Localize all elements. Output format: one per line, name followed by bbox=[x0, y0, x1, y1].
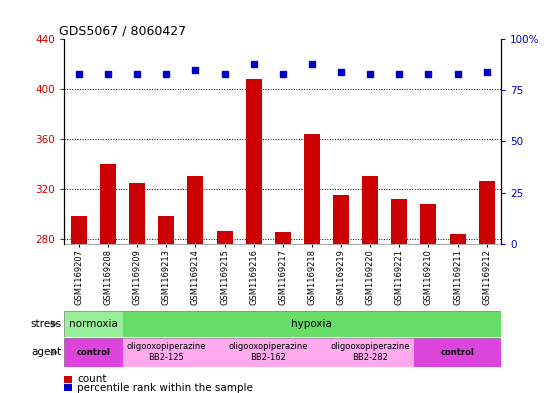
Bar bbox=[304, 134, 320, 393]
Bar bbox=[210, 338, 326, 367]
Text: normoxia: normoxia bbox=[69, 319, 118, 329]
Bar bbox=[414, 338, 501, 367]
Bar bbox=[100, 164, 116, 393]
Text: oligooxopiperazine
BB2-162: oligooxopiperazine BB2-162 bbox=[228, 342, 308, 362]
Text: oligooxopiperazine
BB2-125: oligooxopiperazine BB2-125 bbox=[127, 342, 206, 362]
Text: oligooxopiperazine
BB2-282: oligooxopiperazine BB2-282 bbox=[330, 342, 410, 362]
Bar bbox=[333, 195, 349, 393]
Bar bbox=[64, 311, 123, 337]
Bar bbox=[326, 338, 414, 367]
Bar bbox=[158, 216, 174, 393]
Bar bbox=[479, 181, 494, 393]
Text: percentile rank within the sample: percentile rank within the sample bbox=[77, 383, 253, 393]
Bar bbox=[123, 311, 501, 337]
Text: control: control bbox=[77, 348, 110, 357]
Bar bbox=[123, 338, 210, 367]
Text: control: control bbox=[441, 348, 474, 357]
Bar bbox=[421, 204, 436, 393]
Bar bbox=[246, 79, 262, 393]
Bar bbox=[450, 234, 465, 393]
Text: GDS5067 / 8060427: GDS5067 / 8060427 bbox=[59, 24, 186, 37]
Bar bbox=[391, 199, 407, 393]
Bar bbox=[129, 183, 145, 393]
Text: hypoxia: hypoxia bbox=[292, 319, 332, 329]
Text: stress: stress bbox=[30, 319, 62, 329]
Text: agent: agent bbox=[31, 347, 62, 357]
Bar bbox=[217, 231, 232, 393]
Bar bbox=[71, 216, 87, 393]
Bar bbox=[362, 176, 378, 393]
Bar bbox=[275, 232, 291, 393]
Bar bbox=[188, 176, 203, 393]
Bar bbox=[64, 338, 123, 367]
Text: count: count bbox=[77, 374, 107, 384]
